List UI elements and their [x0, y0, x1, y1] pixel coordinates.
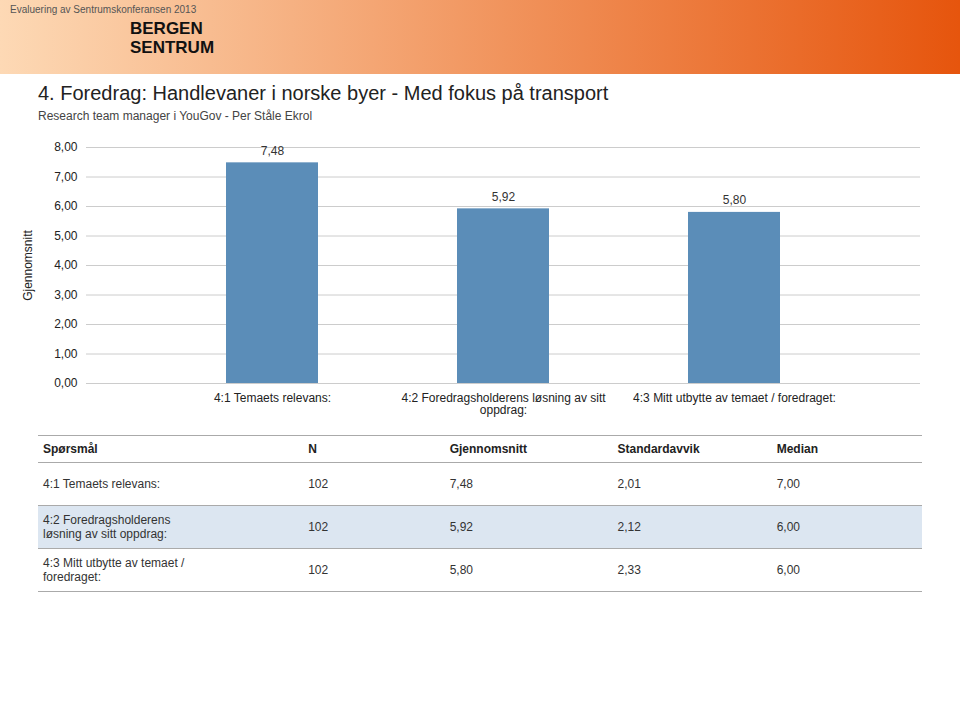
html-text:102: 102: [308, 563, 329, 577]
html-text:6,00: 6,00: [776, 563, 800, 577]
svg-text:2,00: 2,00: [54, 317, 78, 331]
html-text:Research team manager i YouGov: Research team manager i YouGov - Per Stå…: [38, 109, 313, 123]
html-text:102: 102: [308, 520, 329, 534]
html-text:BERGEN SENTRUM: BERGEN SENTRUM: [130, 19, 215, 57]
html-text:7,48: 7,48: [449, 477, 473, 491]
html-text:4:1 Temaets relevans:: 4:1 Temaets relevans:: [43, 477, 161, 491]
html-text:Standardavvik: Standardavvik: [617, 442, 700, 456]
svg-text:4,00: 4,00: [54, 258, 78, 272]
svg-text:6,00: 6,00: [54, 199, 78, 213]
html-text:2,12: 2,12: [617, 520, 641, 534]
svg-text:4:2 Foredragsholderens løsning: 4:2 Foredragsholderens løsning av sittop…: [401, 391, 606, 417]
html-text:2,33: 2,33: [617, 563, 641, 577]
svg-text:Gjennomsnitt: Gjennomsnitt: [21, 229, 35, 300]
svg-text:7,00: 7,00: [54, 170, 78, 184]
html-text:N: N: [308, 442, 317, 456]
html-text:2,01: 2,01: [617, 477, 641, 491]
html-text:7,00: 7,00: [776, 477, 800, 491]
html-text:Gjennomsnitt: Gjennomsnitt: [449, 442, 527, 456]
svg-text:4:3 Mitt utbytte av temaet / f: 4:3 Mitt utbytte av temaet / foredraget:: [633, 391, 836, 405]
svg-text:3,00: 3,00: [54, 288, 78, 302]
svg-text:4:1 Temaets relevans:: 4:1 Temaets relevans:: [214, 391, 331, 405]
html-text:102: 102: [308, 477, 329, 491]
svg-text:5,80: 5,80: [723, 193, 747, 207]
svg-text:7,48: 7,48: [261, 144, 285, 158]
svg-text:5,00: 5,00: [54, 229, 78, 243]
svg-text:1,00: 1,00: [54, 347, 78, 361]
html-text:Spørsmål: Spørsmål: [43, 442, 98, 456]
html-text:Median: Median: [776, 442, 818, 456]
html-text:4:3 Mitt utbytte av temaet / f: 4:3 Mitt utbytte av temaet / foredraget:: [43, 556, 185, 584]
svg-text:0,00: 0,00: [54, 376, 78, 390]
html-text:4. Foredrag: Handlevaner i nor: 4. Foredrag: Handlevaner i norske byer -…: [38, 82, 609, 104]
svg-text:8,00: 8,00: [54, 140, 78, 154]
html-text:4:2 Foredragsholderens løsning: 4:2 Foredragsholderens løsning av sitt o…: [43, 513, 171, 541]
html-text:Evaluering av Sentrumskonferan: Evaluering av Sentrumskonferansen 2013: [10, 4, 197, 15]
html-text:6,00: 6,00: [776, 520, 800, 534]
html-text:5,80: 5,80: [449, 563, 473, 577]
html-text:5,92: 5,92: [449, 520, 473, 534]
svg-text:5,92: 5,92: [492, 190, 516, 204]
